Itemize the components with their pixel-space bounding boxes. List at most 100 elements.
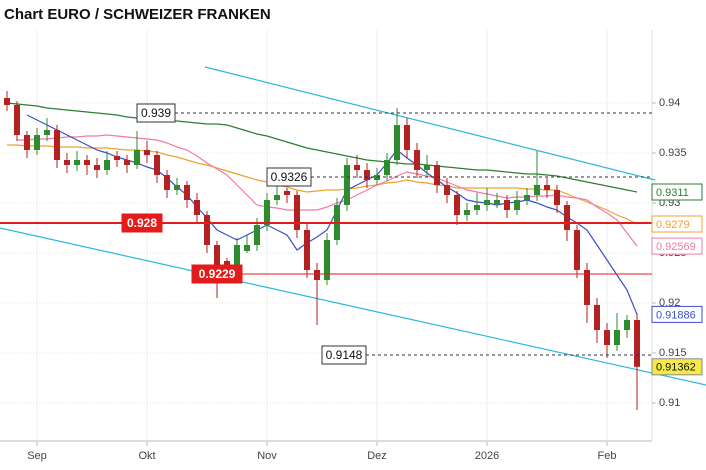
- candle-body: [564, 205, 570, 230]
- candle-body: [634, 320, 640, 367]
- moving-average-line: [6, 102, 638, 193]
- candle-body: [124, 160, 130, 165]
- candle-body: [164, 175, 170, 190]
- channel-upper: [204, 66, 656, 181]
- candle-body: [74, 160, 80, 165]
- price-tag-box: [651, 358, 703, 376]
- candle-body: [424, 165, 430, 170]
- level-label-box: [266, 167, 312, 187]
- x-tick-label: Nov: [257, 450, 277, 462]
- candle-body: [154, 155, 160, 175]
- candle-body: [354, 165, 360, 170]
- candle-body: [434, 165, 440, 185]
- candle-body: [484, 200, 490, 205]
- candle-body: [534, 185, 540, 195]
- moving-average-line: [7, 144, 638, 225]
- candle-body: [494, 200, 500, 204]
- level-label-box: [321, 345, 367, 365]
- candle-body: [54, 130, 60, 160]
- candle-body: [524, 195, 530, 200]
- x-tick-label: Feb: [598, 450, 617, 462]
- candle-body: [554, 190, 560, 205]
- x-tick-label: Okt: [138, 450, 155, 462]
- price-tag-box: [651, 183, 703, 201]
- candle-body: [294, 195, 300, 230]
- candle-body: [624, 320, 630, 330]
- candle-body: [574, 230, 580, 270]
- channel-lower: [0, 227, 706, 386]
- price-tag: 0.91362: [656, 362, 696, 374]
- candle-body: [134, 150, 140, 165]
- candle-body: [504, 200, 510, 210]
- candle-body: [114, 156, 120, 160]
- price-tag-box: [651, 237, 703, 255]
- x-tick-label: Dez: [367, 450, 387, 462]
- candle-body: [254, 225, 260, 245]
- y-tick-label: 0.915: [659, 347, 687, 359]
- candle-body: [44, 130, 50, 135]
- price-tag-box: [651, 305, 703, 323]
- level-label: 0.939: [141, 106, 171, 120]
- candle-body: [14, 105, 20, 135]
- candle-body: [4, 98, 10, 105]
- candle-body: [284, 191, 290, 195]
- candle-body: [34, 135, 40, 150]
- candle-body: [214, 245, 220, 265]
- candle-body: [384, 160, 390, 175]
- candle-body: [584, 270, 590, 305]
- y-tick-label: 0.94: [659, 97, 680, 109]
- candle-body: [204, 215, 210, 245]
- candle-body: [444, 185, 450, 195]
- price-tag: 0.9279: [656, 219, 690, 231]
- candle-body: [404, 125, 410, 150]
- candle-body: [594, 305, 600, 330]
- candle-body: [364, 170, 370, 180]
- candle-body: [464, 210, 470, 215]
- level-label-box: [191, 264, 243, 284]
- level-label-box: [121, 213, 163, 233]
- candle-body: [234, 245, 240, 265]
- candle-body: [274, 195, 280, 200]
- moving-average-line: [17, 134, 638, 247]
- candle-body: [304, 230, 310, 270]
- labels: 0.940.9350.930.9250.920.9150.91SepOktNov…: [27, 97, 703, 462]
- candle-body: [544, 185, 550, 190]
- candle-body: [344, 165, 350, 205]
- candle-body: [184, 185, 190, 200]
- price-tag: 0.92569: [656, 241, 696, 253]
- grid: [0, 30, 656, 446]
- candle-body: [244, 245, 250, 251]
- candle-body: [604, 330, 610, 345]
- x-tick-label: 2026: [475, 450, 499, 462]
- y-tick-label: 0.935: [659, 147, 687, 159]
- candle-body: [174, 185, 180, 190]
- level-label: 0.9148: [326, 348, 363, 362]
- candle-body: [514, 200, 520, 210]
- level-label-box: [136, 103, 176, 123]
- chart-title: Chart EURO / SCHWEIZER FRANKEN: [4, 6, 271, 23]
- candle-body: [614, 330, 620, 345]
- candle-body: [24, 135, 30, 150]
- candle-body: [264, 200, 270, 225]
- candle-body: [94, 165, 100, 170]
- y-tick-label: 0.91: [659, 397, 680, 409]
- price-tag: 0.91886: [656, 309, 696, 321]
- candle-body: [104, 160, 110, 170]
- x-tick-label: Sep: [27, 450, 47, 462]
- level-label: 0.928: [127, 216, 157, 230]
- candle-body: [194, 200, 200, 215]
- candle-body: [314, 270, 320, 280]
- candle-body: [64, 160, 70, 165]
- level-label: 0.9229: [199, 267, 236, 281]
- candle-body: [84, 160, 90, 165]
- candle-body: [454, 195, 460, 215]
- candle-body: [414, 150, 420, 170]
- candle-body: [324, 240, 330, 280]
- candle-body: [474, 205, 480, 210]
- marks: [0, 91, 652, 410]
- candle-body: [394, 125, 400, 160]
- price-tag: 0.9311: [656, 187, 689, 199]
- candle-body: [144, 150, 150, 155]
